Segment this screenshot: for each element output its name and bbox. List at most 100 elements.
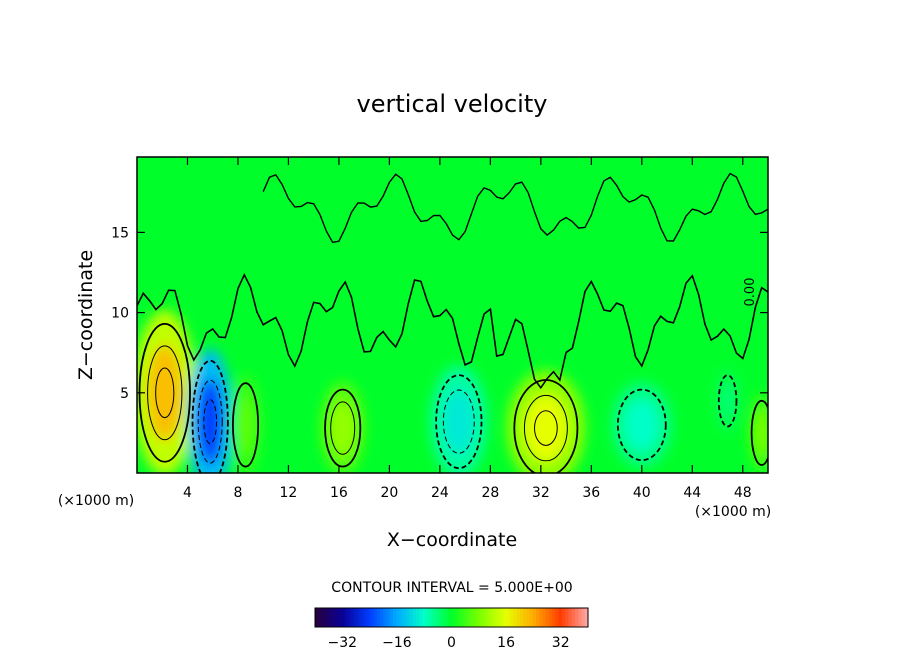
- colorbar-segment: [558, 608, 563, 627]
- colorbar-segment: [324, 608, 329, 627]
- x-tick-label: 40: [633, 485, 651, 501]
- contour-line: [750, 399, 768, 466]
- colorbar-segment: [575, 608, 579, 627]
- field-blob-core: [523, 394, 568, 462]
- colorbar-segment: [571, 608, 576, 627]
- y-tick-label: 15: [111, 225, 129, 241]
- y-tick-label: 10: [111, 306, 129, 322]
- contour-interval-text: CONTOUR INTERVAL = 5.000E+00: [331, 580, 572, 596]
- colorbar-segment: [497, 608, 501, 627]
- y-tick-label: 5: [120, 386, 129, 402]
- colorbar-segment: [484, 608, 488, 627]
- colorbar-tick-label: −32: [328, 635, 358, 651]
- colorbar-segment: [477, 608, 482, 627]
- colorbar-segment: [526, 608, 531, 627]
- x-axis-label: X−coordinate: [387, 529, 517, 551]
- contour-line: [203, 399, 218, 445]
- field-blob-core: [625, 400, 659, 450]
- colorbar-tick-label: 32: [552, 635, 570, 651]
- y-axis-label: Z−coordinate: [75, 250, 97, 380]
- colorbar-segment: [467, 608, 472, 627]
- contour-line: [330, 401, 356, 455]
- field-blob-core: [330, 401, 356, 456]
- colorbar-tick-label: 16: [497, 635, 515, 651]
- field-blob-core: [236, 395, 255, 455]
- colorbar-segment: [406, 608, 410, 627]
- colorbar-segment: [516, 608, 521, 627]
- colorbar-segment: [584, 608, 589, 627]
- contour-line: [324, 388, 362, 468]
- colorbar-segment: [503, 608, 508, 627]
- colorbar-segment: [552, 608, 557, 627]
- colorbar-segment: [536, 608, 540, 627]
- colorbar-segment: [542, 608, 547, 627]
- velocity-field: [137, 157, 768, 473]
- colorbar-segment: [549, 608, 553, 627]
- plot-frame: [136, 156, 769, 474]
- colorbar-segment: [493, 608, 498, 627]
- x-tick-label: 32: [532, 485, 550, 501]
- colorbar-segment: [474, 608, 479, 627]
- field-blob-core: [754, 410, 768, 456]
- x-tick-label: 24: [431, 485, 449, 501]
- x-tick-label: 8: [233, 485, 242, 501]
- colorbar-segment: [328, 608, 332, 627]
- colorbar-segment: [367, 608, 371, 627]
- colorbar-segment: [565, 608, 570, 627]
- colorbar-segment: [458, 608, 462, 627]
- colorbar-segment: [402, 608, 407, 627]
- colorbar-segment: [448, 608, 453, 627]
- colorbar-segment: [435, 608, 440, 627]
- colorbar-segment: [555, 608, 560, 627]
- colorbar-segment: [438, 608, 443, 627]
- contour-line: [534, 410, 558, 446]
- colorbar-segment: [513, 608, 518, 627]
- colorbar-segment: [344, 608, 349, 627]
- colorbar-segment: [529, 608, 534, 627]
- colorbar-segment: [415, 608, 420, 627]
- colorbar-segment: [389, 608, 394, 627]
- zero-contour-label: 0.00: [743, 278, 758, 307]
- colorbar-segment: [487, 608, 492, 627]
- colorbar-segment: [545, 608, 550, 627]
- colorbar-segment: [380, 608, 384, 627]
- colorbar-segment: [370, 608, 375, 627]
- x-tick-label: 16: [330, 485, 348, 501]
- field-blob-core: [147, 344, 183, 442]
- colorbar-segment: [451, 608, 456, 627]
- colorbar-segment: [454, 608, 459, 627]
- colorbar-frame: [314, 607, 589, 628]
- colorbar-segment: [532, 608, 537, 627]
- colorbar-segment: [523, 608, 527, 627]
- x-tick-label: 48: [734, 485, 752, 501]
- contour-line: [155, 367, 175, 419]
- colorbar-segment: [539, 608, 544, 627]
- contour-line: [523, 394, 568, 462]
- x-tick-label: 36: [582, 485, 600, 501]
- colorbar-segment: [337, 608, 342, 627]
- x-unit-left: (×1000 m): [58, 493, 134, 509]
- colorbar-segment: [396, 608, 401, 627]
- colorbar-segment: [419, 608, 423, 627]
- field-blob-core: [442, 389, 475, 455]
- colorbar-segment: [578, 608, 583, 627]
- field-blob-core: [197, 379, 223, 465]
- colorbar-tick-label: 0: [447, 635, 456, 651]
- colorbar-segment: [383, 608, 388, 627]
- colorbar-segment: [471, 608, 475, 627]
- colorbar-segment: [432, 608, 436, 627]
- colorbar-segment: [422, 608, 427, 627]
- colorbar-segment: [354, 608, 358, 627]
- colorbar-segment: [341, 608, 345, 627]
- colorbar-segment: [480, 608, 485, 627]
- colorbar-segment: [363, 608, 368, 627]
- colorbar-segment: [412, 608, 417, 627]
- contour-line: [232, 382, 260, 468]
- colorbar-segment: [334, 608, 339, 627]
- contour-line: [435, 374, 483, 470]
- colorbar-segment: [376, 608, 381, 627]
- colorbar-segment: [428, 608, 433, 627]
- colorbar-segment: [441, 608, 446, 627]
- field-blob-core: [721, 382, 734, 419]
